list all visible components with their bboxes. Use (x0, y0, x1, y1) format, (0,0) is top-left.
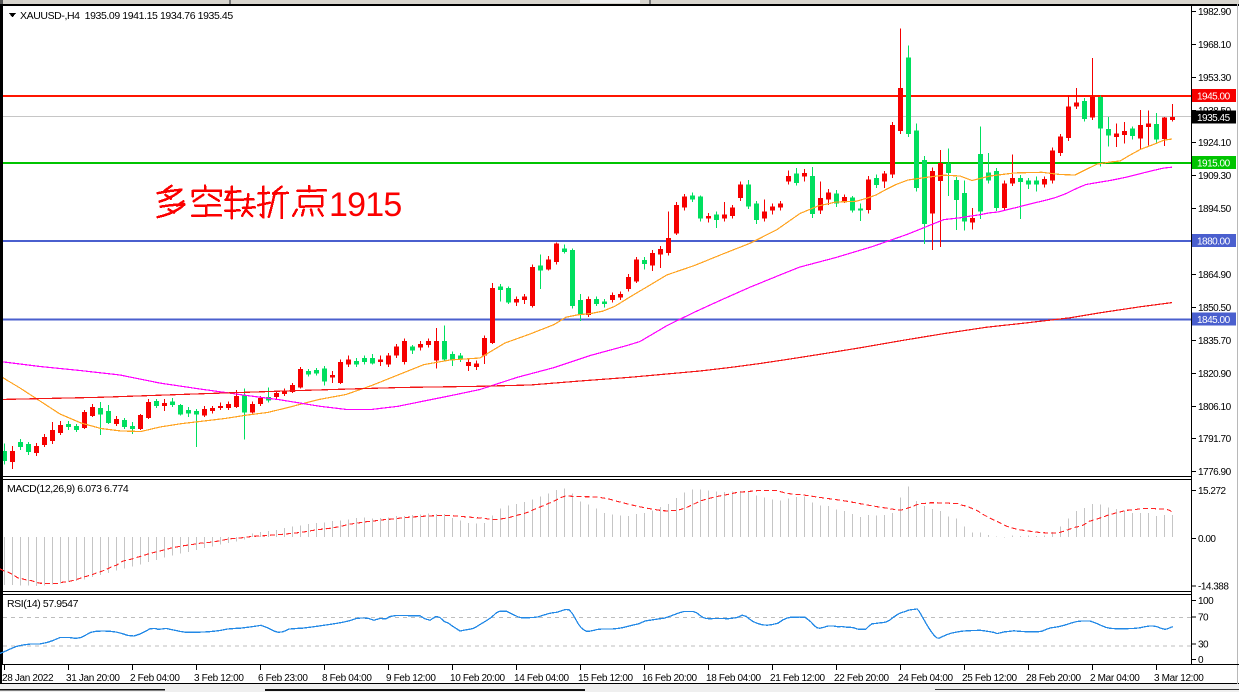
svg-text:18 Feb 04:00: 18 Feb 04:00 (706, 673, 762, 684)
svg-text:3 Feb 12:00: 3 Feb 12:00 (194, 673, 244, 684)
svg-text:1909.30: 1909.30 (1198, 171, 1232, 182)
svg-text:1850.50: 1850.50 (1198, 303, 1232, 314)
svg-text:28 Jan 2022: 28 Jan 2022 (2, 673, 54, 684)
svg-text:14 Feb 04:00: 14 Feb 04:00 (514, 673, 570, 684)
svg-text:RSI(14) 57.9547: RSI(14) 57.9547 (7, 598, 79, 610)
svg-text:2 Mar 04:00: 2 Mar 04:00 (1090, 673, 1140, 684)
svg-text:100: 100 (1198, 596, 1214, 607)
svg-text:6 Feb 23:00: 6 Feb 23:00 (258, 673, 308, 684)
svg-text:1820.90: 1820.90 (1198, 369, 1232, 380)
svg-text:1864.90: 1864.90 (1198, 270, 1232, 281)
svg-text:1915: 1915 (329, 186, 401, 224)
svg-text:24 Feb 04:00: 24 Feb 04:00 (898, 673, 954, 684)
svg-text:9 Feb 12:00: 9 Feb 12:00 (386, 673, 436, 684)
svg-text:1945.00: 1945.00 (1197, 92, 1231, 103)
svg-text:1968.10: 1968.10 (1198, 40, 1232, 51)
svg-text:-14.388: -14.388 (1198, 582, 1229, 593)
svg-text:16 Feb 20:00: 16 Feb 20:00 (642, 673, 698, 684)
svg-text:30: 30 (1198, 640, 1209, 651)
svg-text:21 Feb 12:00: 21 Feb 12:00 (770, 673, 826, 684)
svg-text:1776.90: 1776.90 (1198, 467, 1232, 478)
svg-text:0.00: 0.00 (1198, 534, 1216, 545)
svg-text:8 Feb 04:00: 8 Feb 04:00 (322, 673, 372, 684)
svg-text:15.272: 15.272 (1198, 486, 1227, 497)
svg-text:0: 0 (1198, 655, 1204, 666)
svg-text:1924.10: 1924.10 (1198, 138, 1232, 149)
svg-text:70: 70 (1198, 613, 1209, 624)
svg-text:1880.00: 1880.00 (1197, 237, 1231, 248)
svg-text:10 Feb 20:00: 10 Feb 20:00 (450, 673, 506, 684)
svg-text:1894.50: 1894.50 (1198, 204, 1232, 215)
svg-text:1845.00: 1845.00 (1197, 315, 1231, 326)
svg-text:28 Feb 20:00: 28 Feb 20:00 (1026, 673, 1082, 684)
svg-text:22 Feb 20:00: 22 Feb 20:00 (834, 673, 890, 684)
svg-text:3 Mar 12:00: 3 Mar 12:00 (1154, 673, 1204, 684)
svg-text:1835.70: 1835.70 (1198, 336, 1232, 347)
svg-text:MACD(12,26,9) 6.073 6.774: MACD(12,26,9) 6.073 6.774 (7, 483, 129, 495)
svg-text:15 Feb 12:00: 15 Feb 12:00 (578, 673, 634, 684)
svg-text:1953.30: 1953.30 (1198, 73, 1232, 84)
svg-text:1982.90: 1982.90 (1198, 7, 1232, 18)
svg-text:31 Jan 20:00: 31 Jan 20:00 (66, 673, 120, 684)
svg-text:1935.45: 1935.45 (1197, 113, 1231, 124)
svg-text:1806.10: 1806.10 (1198, 402, 1232, 413)
svg-text:25 Feb 12:00: 25 Feb 12:00 (962, 673, 1018, 684)
svg-text:XAUUSD-,H4 1935.09 1941.15 19: XAUUSD-,H4 1935.09 1941.15 1934.76 1935.… (20, 10, 233, 22)
svg-text:1791.70: 1791.70 (1198, 434, 1232, 445)
svg-text:1915.00: 1915.00 (1197, 159, 1231, 170)
svg-text:2 Feb 04:00: 2 Feb 04:00 (130, 673, 180, 684)
